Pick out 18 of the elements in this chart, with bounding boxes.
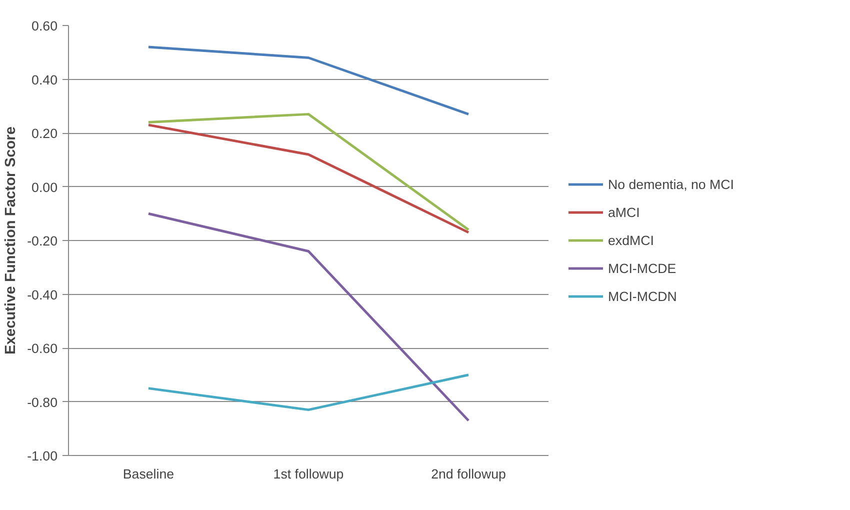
y-tick-label: 0.20 (32, 126, 58, 141)
legend-label: MCI-MCDN (608, 288, 677, 304)
legend-label: MCI-MCDE (608, 260, 676, 276)
x-tick-label: Baseline (122, 466, 174, 482)
y-tick-label: -0.80 (27, 394, 58, 410)
x-tick-label: 1st followup (273, 466, 344, 482)
y-tick-label: 0.40 (32, 72, 58, 88)
legend-label: No dementia, no MCI (608, 176, 734, 192)
y-tick-label: -1.00 (27, 448, 58, 464)
y-tick-label: 0.60 (32, 18, 58, 34)
legend-label: aMCI (608, 204, 640, 220)
y-tick-label: -0.60 (27, 341, 58, 356)
y-tick-label: 0.00 (32, 180, 58, 195)
y-tick-label: -0.20 (27, 234, 58, 248)
legend-label: exdMCI (608, 232, 654, 248)
x-tick-label: 2nd followup (431, 466, 506, 482)
y-tick-label: -0.40 (27, 287, 58, 302)
y-axis-title: Executive Function Factor Score (3, 126, 20, 355)
